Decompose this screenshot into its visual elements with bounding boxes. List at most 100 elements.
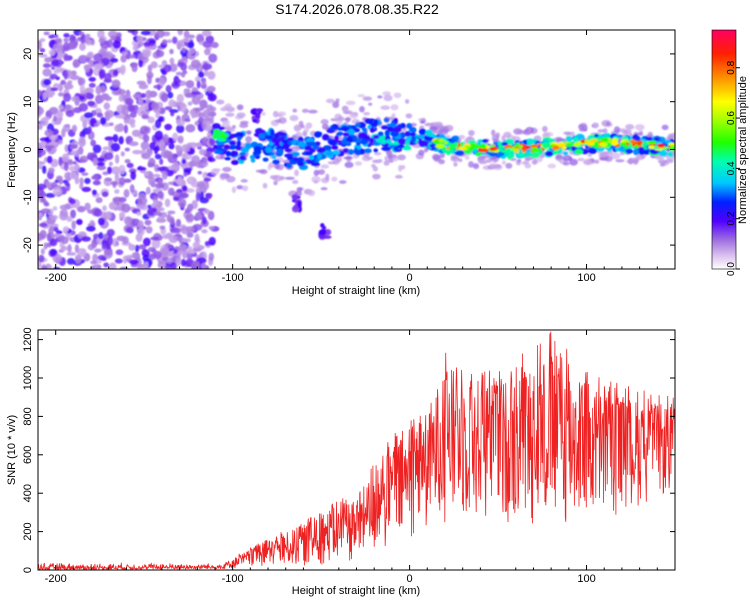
spectrogram-cell: [110, 35, 116, 41]
spectrogram-cell: [194, 107, 204, 112]
spectrogram-cell: [435, 143, 445, 149]
spectrogram-cell: [43, 31, 50, 36]
spectrogram-cell: [208, 53, 218, 63]
spectrogram-cell: [332, 101, 340, 109]
spectrogram-cell: [274, 163, 280, 170]
spectrogram-cell: [594, 159, 600, 164]
spectrogram-cell: [143, 171, 149, 176]
spectrogram-cell: [66, 257, 76, 265]
spectrogram-cell: [391, 157, 399, 162]
spectrogram-cell: [386, 150, 393, 157]
spectrogram-cell: [203, 48, 211, 56]
spectrogram-cell: [185, 188, 195, 193]
spectrogram-cell: [42, 68, 52, 77]
spectrogram-cell: [345, 136, 354, 143]
spectrogram-cell: [271, 155, 277, 159]
spectrogram-cell: [38, 212, 43, 218]
spectrogram-cell: [63, 33, 70, 38]
spectrogram-cell: [317, 152, 323, 160]
spectrogram-cell: [153, 84, 163, 89]
spectrogram-cell: [208, 236, 216, 246]
spectrogram-cell: [366, 156, 374, 160]
spectrogram-cell: [183, 167, 192, 173]
spectrogram-cell: [338, 180, 347, 184]
snr-y-label: SNR (10 * v/v): [6, 415, 18, 485]
spectrogram-cell: [296, 187, 303, 192]
spectrogram-cell: [177, 135, 184, 144]
spectrogram-cell: [213, 150, 224, 155]
spectrogram-cell: [164, 106, 173, 111]
spectrogram-cell: [112, 40, 121, 49]
spectrogram-cell: [498, 145, 506, 149]
spectrogram-x-tick-label: -100: [222, 272, 244, 284]
spectrogram-cell: [94, 122, 99, 128]
spectrogram-cell: [357, 94, 366, 98]
spectrogram-cell: [43, 78, 52, 86]
spectrogram-cell: [202, 41, 212, 48]
colorbar-tick-label: 0.6: [726, 111, 737, 125]
spectrogram-cell: [38, 106, 45, 116]
spectrogram-cell: [417, 118, 426, 122]
spectrogram-cell: [78, 31, 85, 36]
spectrogram-cell: [91, 175, 99, 180]
spectrogram-cell: [152, 173, 161, 178]
spectrogram-cell: [201, 229, 208, 234]
spectrogram-cell: [70, 74, 80, 81]
spectrogram-cell: [106, 39, 114, 48]
spectrogram-cell: [373, 119, 379, 125]
spectrogram-cell: [191, 155, 201, 165]
spectrogram-cell: [205, 120, 211, 130]
spectrogram-cell: [41, 265, 48, 269]
spectrogram-cell: [140, 30, 151, 36]
spectrogram-cell: [331, 145, 339, 150]
spectrogram-cell: [129, 184, 135, 193]
spectrogram-cell: [381, 138, 387, 145]
spectrogram-cell: [579, 122, 587, 128]
spectrogram-cell: [42, 91, 48, 100]
spectrogram-cell: [128, 141, 139, 147]
spectrogram-cell: [161, 39, 168, 45]
spectrogram-cell: [262, 182, 268, 189]
spectrogram-cell: [123, 124, 129, 134]
spectrogram-cell: [176, 119, 186, 126]
spectrogram-cell: [120, 54, 127, 63]
spectrogram-cell: [157, 64, 166, 69]
spectrogram-cell: [139, 125, 150, 135]
spectrogram-cell: [201, 120, 207, 130]
spectrogram-cell: [52, 188, 63, 196]
spectrogram-cell: [321, 133, 330, 141]
spectrogram-cells: [38, 30, 675, 269]
spectrogram-cell: [104, 136, 114, 141]
spectrogram-cell: [141, 93, 146, 99]
spectrogram-cell: [391, 113, 396, 119]
spectrogram-cell: [74, 163, 80, 173]
spectrogram-cell: [169, 57, 175, 65]
spectrogram-cell: [182, 185, 188, 192]
spectrogram-cell: [114, 154, 120, 164]
spectrogram-cell: [187, 203, 194, 212]
spectrogram-cell: [393, 146, 399, 152]
spectrogram-cell: [489, 163, 497, 170]
spectrogram-cell: [103, 102, 111, 110]
spectrogram-cell: [526, 138, 535, 145]
spectrogram-cell: [87, 152, 94, 161]
spectrogram-cell: [235, 132, 245, 137]
spectrogram-cell: [198, 148, 207, 156]
spectrogram-cell: [657, 143, 665, 148]
snr-y-tick-label: 1200: [22, 327, 34, 351]
spectrogram-cell: [96, 161, 105, 167]
snr-x-tick-label: 100: [577, 573, 595, 585]
spectrogram-cell: [397, 154, 406, 161]
spectrogram-cell: [136, 211, 142, 216]
spectrogram-cell: [207, 131, 212, 139]
spectrogram-cell: [128, 243, 136, 251]
spectrogram-cell: [48, 107, 59, 115]
spectrogram-cell: [297, 201, 302, 208]
spectrogram-cell: [164, 123, 173, 131]
spectrogram-cell: [310, 162, 321, 167]
spectrogram-cell: [373, 148, 379, 153]
spectrogram-cell: [396, 144, 405, 149]
spectrogram-cell: [325, 98, 335, 104]
spectrogram-cell: [521, 161, 527, 165]
spectrogram-cell: [531, 147, 539, 153]
